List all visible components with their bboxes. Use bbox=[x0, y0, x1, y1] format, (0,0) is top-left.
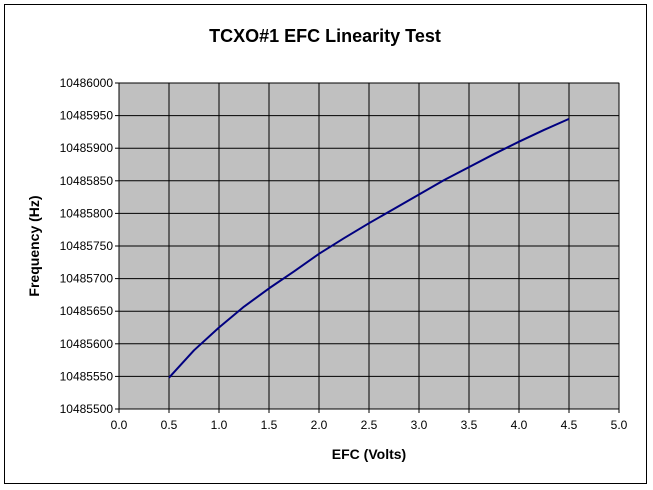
y-tick-label: 10485700 bbox=[60, 272, 114, 286]
x-tick-label: 3.5 bbox=[461, 418, 478, 432]
y-tick-label: 10486000 bbox=[60, 76, 114, 90]
y-tick-label: 10485650 bbox=[60, 304, 114, 318]
y-tick-label: 10485500 bbox=[60, 402, 114, 416]
x-tick-label: 0.5 bbox=[161, 418, 178, 432]
y-tick-label: 10485950 bbox=[60, 109, 114, 123]
chart-title: TCXO#1 EFC Linearity Test bbox=[209, 26, 441, 46]
y-tick-label: 10485800 bbox=[60, 206, 114, 220]
x-tick-label: 2.0 bbox=[311, 418, 328, 432]
y-tick-label: 10485750 bbox=[60, 239, 114, 253]
x-tick-label: 3.0 bbox=[411, 418, 428, 432]
y-tick-label: 10485850 bbox=[60, 174, 114, 188]
x-tick-label: 5.0 bbox=[611, 418, 628, 432]
x-tick-label: 2.5 bbox=[361, 418, 378, 432]
y-axis-label: Frequency (Hz) bbox=[26, 195, 42, 296]
y-tick-label: 10485900 bbox=[60, 141, 114, 155]
y-tick-label: 10485550 bbox=[60, 369, 114, 383]
series-line bbox=[168, 117, 570, 379]
x-tick-label: 1.5 bbox=[261, 418, 278, 432]
chart-svg: TCXO#1 EFC Linearity Test 0.0 0.5 1.0 1.5 2.… bbox=[26, 26, 628, 462]
y-tick-label: 10485600 bbox=[60, 337, 114, 351]
series-layer bbox=[168, 117, 570, 379]
x-tick-label: 4.0 bbox=[511, 418, 528, 432]
chart-frame: TCXO#1 EFC Linearity Test 0.0 0.5 1.0 1.5 2.… bbox=[4, 4, 647, 484]
x-axis-label: EFC (Volts) bbox=[332, 446, 406, 462]
x-tick-label: 0.0 bbox=[111, 418, 128, 432]
x-tick-label: 4.5 bbox=[561, 418, 578, 432]
tick-layer: 0.0 0.5 1.0 1.5 2.0 2.5 3.0 3.5 4.0 4.5 5.0 1048550… bbox=[60, 76, 628, 432]
x-tick-label: 1.0 bbox=[211, 418, 228, 432]
